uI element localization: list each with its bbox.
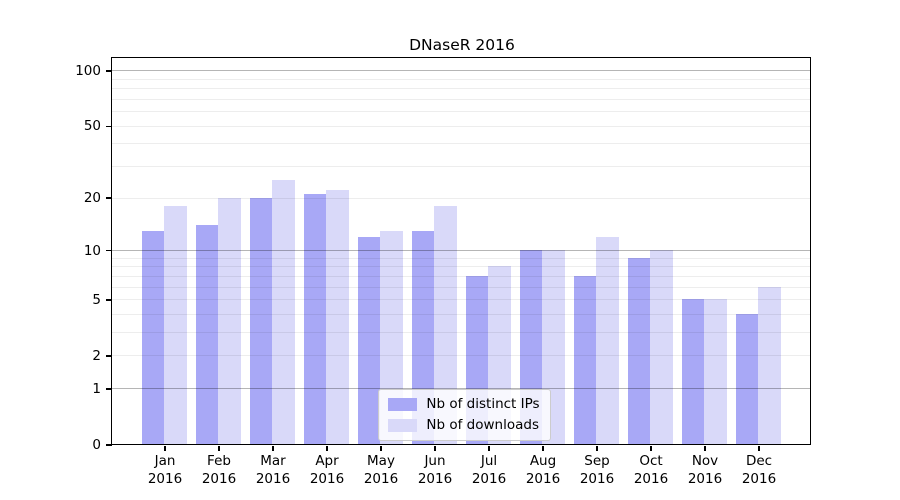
x-tick-label-apr: Apr 2016 [309,453,345,487]
bar-distinct-ips-apr [303,193,327,445]
bar-distinct-ips-oct [627,257,651,445]
legend-label-distinct-ips: Nb of distinct IPs [426,396,540,413]
y-tick-label-1: 1 [92,380,101,397]
legend-item-downloads: Nb of downloads [388,417,539,433]
gridline-40 [112,143,811,145]
bar-downloads-jun [434,205,457,445]
x-tick-aug [542,446,544,451]
legend-swatch-downloads [388,418,418,432]
y-tick-label-100: 100 [75,62,101,79]
x-tick-label-sep: Sep 2016 [579,453,615,487]
y-tick-1 [106,388,112,390]
legend-label-downloads: Nb of downloads [426,417,539,434]
gridline-4 [112,313,811,315]
y-tick-label-0: 0 [92,437,101,453]
x-tick-label-jun: Jun 2016 [417,453,453,487]
legend-item-distinct-ips: Nb of distinct IPs [388,396,540,413]
bar-downloads-jan [164,205,187,445]
x-tick-jun [434,446,436,451]
bar-downloads-apr [326,190,349,445]
y-tick-label-20: 20 [83,190,101,207]
gridline-3 [112,332,811,333]
x-tick-feb [218,446,220,451]
bar-distinct-ips-dec [735,313,759,445]
bar-distinct-ips-mar [249,197,273,445]
x-tick-label-aug: Aug 2016 [525,453,561,487]
x-tick-label-may: May 2016 [363,453,399,487]
bar-distinct-ips-feb [195,224,219,445]
x-tick-apr [326,446,328,451]
gridline-6 [112,286,811,288]
x-tick-label-dec: Dec 2016 [741,453,777,487]
x-tick-mar [272,446,274,451]
x-tick-sep [596,446,598,451]
y-tick-label-10: 10 [83,242,101,259]
gridline-70 [112,98,811,100]
gridline-10 [112,250,811,251]
gridline-7 [112,275,811,277]
gridline-50 [112,125,811,127]
bar-downloads-mar [272,180,295,445]
gridline-30 [112,166,811,168]
bar-downloads-oct [650,250,673,445]
plot-area: Nb of distinct IPs Nb of downloads [111,57,812,446]
bar-downloads-sep [596,236,619,445]
gridline-5 [112,299,811,301]
chart-title: DNaseR 2016 [409,36,515,54]
x-tick-label-jul: Jul 2016 [471,453,507,487]
x-tick-may [380,446,382,451]
gridline-9 [112,257,811,259]
gridline-8 [112,266,811,268]
y-tick-0 [106,444,112,446]
bar-downloads-feb [218,197,241,445]
x-tick-jan [164,446,166,451]
bar-distinct-ips-nov [681,299,705,445]
x-tick-label-mar: Mar 2016 [255,453,291,487]
y-tick-label-2: 2 [92,348,101,364]
y-tick-5 [106,299,112,301]
x-tick-label-jan: Jan 2016 [147,453,183,487]
gridline-100 [112,70,811,72]
y-tick-label-5: 5 [92,291,101,308]
y-tick-100 [106,70,112,72]
y-tick-50 [106,125,112,128]
y-tick-2 [106,355,112,357]
legend-swatch-distinct-ips [388,397,418,411]
bar-downloads-dec [758,286,781,445]
bar-distinct-ips-jan [141,230,165,445]
x-tick-dec [758,446,760,451]
legend: Nb of distinct IPs Nb of downloads [378,389,551,442]
y-tick-10 [106,249,112,252]
gridline-1 [112,388,811,390]
gridline-80 [112,88,811,90]
y-tick-label-50: 50 [83,118,101,135]
x-tick-label-feb: Feb 2016 [201,453,237,487]
gridline-90 [112,78,811,80]
y-tick-20 [106,197,112,199]
x-tick-label-nov: Nov 2016 [687,453,723,487]
bar-distinct-ips-sep [573,275,597,445]
x-tick-nov [704,446,706,451]
x-tick-label-oct: Oct 2016 [633,453,669,487]
bar-downloads-nov [704,299,727,445]
x-tick-jul [488,446,490,451]
gridline-60 [112,111,811,113]
gridline-2 [112,355,811,357]
x-tick-oct [650,446,652,451]
gridline-20 [112,197,811,199]
bar-distinct-ips-may [357,236,381,445]
